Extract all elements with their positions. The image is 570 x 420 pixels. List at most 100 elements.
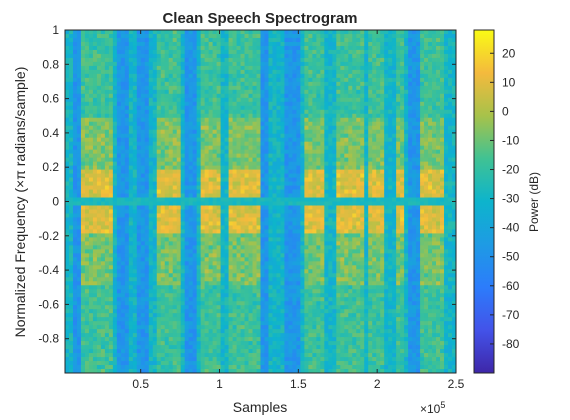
heatmap-cell [112,309,118,314]
heatmap-cell [108,97,114,103]
heatmap-cell [92,197,98,202]
heatmap-cell [68,269,74,274]
heatmap-cell [180,69,186,75]
heatmap-cell [216,225,221,230]
heatmap-cell [96,357,102,362]
heatmap-cell [248,241,253,246]
heatmap-cell [164,201,170,206]
heatmap-cell [84,237,90,242]
heatmap-cell [168,209,174,214]
heatmap-cell [152,269,158,274]
heatmap-cell [188,357,194,362]
heatmap-cell [112,105,118,111]
heatmap-cell [140,189,146,194]
heatmap-cell [292,293,297,298]
heatmap-cell [176,337,182,342]
heatmap-cell [288,273,293,278]
heatmap-cell [96,337,102,342]
heatmap-cell [280,157,285,163]
heatmap-cell [124,169,130,174]
heatmap-cell [120,217,126,222]
heatmap-cell [196,121,202,127]
heatmap-cell [88,69,94,75]
heatmap-cell [252,37,257,43]
heatmap-cell [204,217,210,222]
heatmap-cell [120,245,126,250]
heatmap-cell [264,325,269,330]
heatmap-cell [196,141,202,147]
heatmap-cell [208,181,214,186]
heatmap-cell [204,61,210,67]
heatmap-cell [280,45,285,51]
heatmap-cell [120,169,126,174]
heatmap-cell [228,193,233,198]
heatmap-cell [164,245,170,250]
heatmap-cell [172,117,178,123]
heatmap-cell [80,97,86,103]
heatmap-cell [276,277,281,282]
heatmap-cell [160,273,166,278]
heatmap-cell [216,261,221,266]
heatmap-cell [276,137,281,143]
heatmap-cell [128,273,134,278]
heatmap-cell [292,209,297,214]
heatmap-cell [168,321,174,326]
heatmap-cell [244,61,249,67]
heatmap-cell [280,225,285,230]
heatmap-cell [65,205,70,210]
heatmap-cell [292,337,297,342]
heatmap-cell [65,349,70,354]
heatmap-cell [104,361,110,366]
heatmap-cell [72,293,78,298]
heatmap-cell [184,229,190,234]
heatmap-cell [176,85,182,91]
heatmap-cell [112,233,118,238]
heatmap-cell [252,133,257,139]
heatmap-cell [244,157,249,163]
heatmap-cell [156,221,162,226]
heatmap-cell [224,357,229,362]
heatmap-cell [180,353,186,358]
heatmap-cell [160,145,166,151]
heatmap-cell [184,253,190,258]
heatmap-cell [100,281,106,286]
heatmap-cell [180,181,186,186]
heatmap-cell [220,193,225,198]
heatmap-cell [148,153,154,159]
heatmap-cell [256,117,261,123]
heatmap-cell [284,273,289,278]
heatmap-cell [120,41,126,47]
heatmap-cell [192,193,198,198]
heatmap-cell [268,361,273,366]
heatmap-cell [148,337,154,342]
heatmap-cell [100,229,106,234]
heatmap-cell [124,237,130,242]
heatmap-cell [88,113,94,119]
heatmap-cell [260,329,265,334]
heatmap-cell [164,197,170,202]
heatmap-cell [108,205,114,210]
heatmap-cell [240,85,245,91]
heatmap-cell [292,305,297,310]
heatmap-cell [148,209,154,214]
heatmap-cell [272,153,277,159]
heatmap-cell [228,33,233,39]
heatmap-cell [204,117,210,123]
heatmap-cell [124,233,130,238]
heatmap-cell [120,249,126,254]
heatmap-cell [92,217,98,222]
heatmap-cell [220,177,225,182]
heatmap-cell [160,261,166,266]
heatmap-cell [112,153,118,159]
heatmap-cell [160,157,166,163]
heatmap-cell [240,269,245,274]
heatmap-cell [240,193,245,198]
heatmap-cell [128,41,134,47]
heatmap-cell [124,201,130,206]
heatmap-cell [132,165,138,170]
heatmap-cell [220,137,225,143]
heatmap-cell [212,141,218,147]
heatmap-cell [120,345,126,350]
heatmap-cell [272,253,277,258]
heatmap-cell [148,229,154,234]
